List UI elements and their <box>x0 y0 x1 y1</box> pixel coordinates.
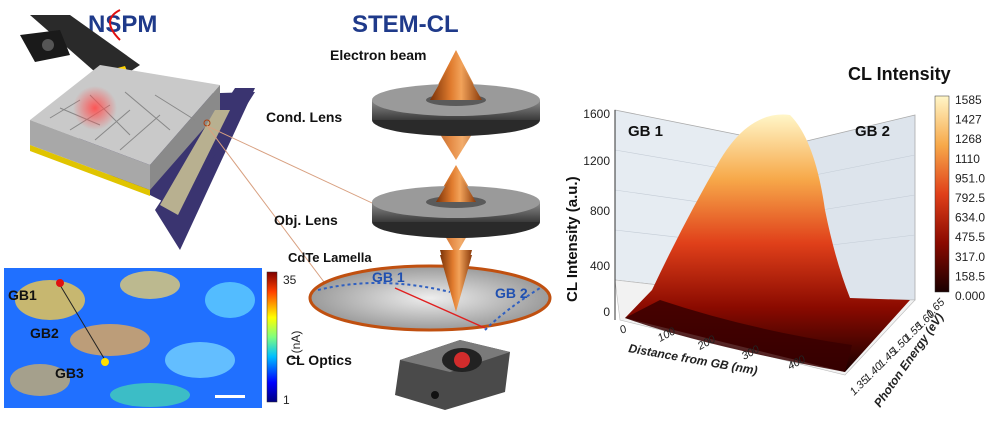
electron-beam-label: Electron beam <box>330 47 426 63</box>
colorbar-max: 35 <box>283 273 297 287</box>
cond-lens-label: Cond. Lens <box>266 109 342 125</box>
cl-colorbar-tick: 1110 <box>955 152 980 166</box>
colorbar-unit: I (nA) <box>289 331 303 360</box>
cl-optics-label: CL Optics <box>286 352 352 368</box>
map-label-gb3: GB3 <box>55 365 84 381</box>
x-tick: 0 <box>618 323 630 337</box>
plot-gb2-label: GB 2 <box>855 123 890 140</box>
lamella-label: CdTe Lamella <box>288 250 372 265</box>
stem-title: STEM-CL <box>352 11 459 38</box>
z-tick: 1600 <box>583 107 610 121</box>
cl-colorbar-tick: 951.0 <box>955 171 985 185</box>
cl-optics-icon <box>395 340 510 410</box>
z-tick: 800 <box>590 204 610 218</box>
cl-colorbar-tick: 475.5 <box>955 230 985 244</box>
z-axis-label: CL Intensity (a.u.) <box>564 176 581 302</box>
cl-colorbar-tick: 634.0 <box>955 211 985 225</box>
map-colorbar: 35 1 I (nA) <box>266 271 303 407</box>
colorbar-min: 1 <box>283 393 290 407</box>
cl-colorbar-tick: 1268 <box>955 132 982 146</box>
nspm-title: NSPM <box>88 11 157 38</box>
z-tick: 1200 <box>583 154 610 168</box>
map-label-gb1: GB1 <box>8 287 37 303</box>
lamella-disc: GB 1 GB 2 <box>308 255 552 332</box>
cl-colorbar: CL Intensity 1585 1427 1268 1110 951.0 792.5 6… <box>848 64 985 303</box>
lamella-gb1-label: GB 1 <box>372 269 405 285</box>
cl-3d-plot: 1600 1200 800 400 0 CL Intensity (a.u.) … <box>564 107 948 410</box>
connector-line <box>206 125 331 291</box>
lamella-gb2-label: GB 2 <box>495 285 528 301</box>
plot-gb1-label: GB 1 <box>628 123 663 140</box>
z-tick: 0 <box>603 305 610 319</box>
cl-colorbar-tick: 792.5 <box>955 191 985 205</box>
cl-colorbar-tick: 0.000 <box>955 289 985 303</box>
obj-lens-label: Obj. Lens <box>274 212 338 228</box>
current-map: GB1 GB2 GB3 <box>4 268 262 408</box>
cl-colorbar-tick: 1427 <box>955 113 982 127</box>
map-label-gb2: GB2 <box>30 325 59 341</box>
cl-colorbar-title: CL Intensity <box>848 64 951 84</box>
z-tick: 400 <box>590 259 610 273</box>
sample-block <box>30 65 255 250</box>
obj-lens-icon <box>372 168 540 238</box>
cl-colorbar-tick: 317.0 <box>955 250 985 264</box>
cl-colorbar-tick: 158.5 <box>955 269 985 283</box>
cond-lens-icon <box>372 55 540 136</box>
cl-colorbar-tick: 1585 <box>955 93 982 107</box>
cl-surface <box>625 114 910 372</box>
